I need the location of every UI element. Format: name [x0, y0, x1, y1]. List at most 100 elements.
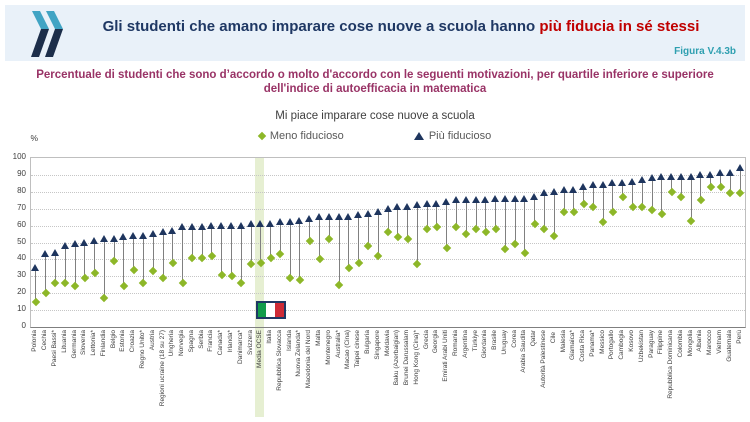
country-label-text: Ungheria [168, 330, 176, 357]
range-line [534, 196, 536, 224]
country-label: Uruguay [500, 330, 509, 360]
country-label: Media OCSE [255, 330, 264, 373]
meno-fiducioso-marker [51, 278, 60, 288]
country-label-text: Colombia [676, 330, 684, 358]
chart-legend: Meno fiducioso Più fiducioso [0, 130, 750, 142]
page-title-main: Gli studenti che amano imparare cose nuo… [102, 18, 536, 35]
piu-fiducioso-marker [119, 233, 128, 241]
country-label-text: Brunei Darussalam [403, 330, 411, 386]
range-line [74, 244, 76, 287]
range-line [182, 227, 184, 284]
country-label: Svizzera [246, 330, 255, 360]
country-label-text: Moldavia [383, 330, 391, 357]
country-label: Taipei cinese [353, 330, 362, 373]
piu-fiducioso-marker [735, 164, 744, 172]
country-label-text: Montenegro [324, 330, 332, 365]
piu-fiducioso-marker [686, 172, 695, 180]
country-label-text: Islanda [285, 330, 293, 351]
meno-fiducioso-marker [442, 243, 451, 252]
range-line [172, 230, 174, 263]
meno-fiducioso-marker [589, 202, 598, 212]
piu-fiducioso-marker [481, 196, 490, 204]
meno-fiducioso-marker [726, 189, 735, 198]
country-label: Albania [695, 330, 704, 357]
meno-fiducioso-marker [119, 282, 129, 291]
piu-fiducioso-marker [442, 197, 451, 205]
country-label-text: Svizzera [246, 330, 254, 355]
country-label-text: Serbia [197, 330, 205, 349]
piu-fiducioso-marker [569, 186, 578, 194]
y-tick-label: 40 [17, 253, 26, 263]
legend-label-piu: Più fiducioso [428, 130, 492, 142]
country-label: Estonia [118, 330, 127, 357]
country-label: Romania [451, 330, 460, 361]
range-line [260, 223, 262, 263]
range-line [592, 185, 594, 207]
meno-fiducioso-marker [647, 206, 657, 215]
gridline [31, 174, 745, 176]
piu-fiducioso-marker [31, 263, 40, 271]
flag-stripe [257, 303, 267, 317]
meno-fiducioso-marker [432, 223, 442, 232]
range-line [524, 198, 526, 253]
gridline [31, 293, 745, 295]
piu-fiducioso-marker [344, 213, 353, 221]
country-label-text: Danimarca* [236, 330, 244, 364]
navy-triangle-icon [413, 132, 424, 140]
range-line [240, 225, 242, 284]
country-label-text: Regno Unito* [138, 330, 146, 369]
country-label: Mongolia [686, 330, 695, 361]
country-label: Panama* [588, 330, 597, 362]
country-label: Singapore [373, 330, 382, 365]
country-label-text: Irlanda* [227, 330, 234, 353]
meno-fiducioso-marker [188, 253, 197, 262]
piu-fiducioso-marker [148, 230, 157, 238]
range-line [583, 186, 585, 204]
meno-fiducioso-marker [481, 228, 491, 237]
piu-fiducioso-marker [129, 231, 138, 239]
range-line [221, 225, 223, 275]
country-label-text: Cile [549, 331, 557, 343]
meno-fiducioso-marker [227, 272, 236, 281]
meno-fiducioso-marker [80, 273, 90, 283]
meno-fiducioso-marker [618, 192, 627, 202]
piu-fiducioso-marker [647, 174, 656, 182]
country-label-text: Qatar [530, 330, 538, 347]
meno-fiducioso-marker [530, 219, 539, 229]
country-label: Paraguay [647, 330, 656, 363]
country-label-text: Malesia [559, 330, 567, 353]
range-line [103, 239, 105, 299]
range-line [543, 193, 545, 229]
range-line [367, 213, 369, 246]
country-label-text: Cambogia [618, 330, 626, 360]
country-label: Qatar [529, 330, 538, 351]
meno-fiducioso-marker [452, 223, 461, 232]
range-line [152, 234, 154, 272]
piu-fiducioso-marker [266, 219, 275, 227]
country-label: Cile [549, 330, 558, 348]
country-label: Argentina [461, 330, 470, 363]
piu-fiducioso-marker [60, 241, 69, 249]
country-label-text: Austria [148, 330, 156, 351]
country-label: Polonia [30, 330, 39, 357]
range-line [133, 235, 135, 270]
range-line [729, 173, 731, 194]
piu-fiducioso-marker [637, 175, 646, 183]
country-label: Lettonia* [89, 330, 98, 361]
piu-fiducioso-marker [217, 221, 226, 229]
green-diamond-icon [257, 131, 267, 141]
y-tick-label: 60 [17, 219, 26, 229]
country-label: Macao (Cina) [343, 330, 352, 374]
range-line [94, 240, 96, 273]
meno-fiducioso-marker [158, 273, 168, 283]
country-label-text: Grecia [422, 330, 430, 350]
country-label-text: Uzbekistan [637, 330, 645, 363]
piu-fiducioso-marker [295, 216, 304, 224]
country-label: Lituania [60, 330, 69, 358]
country-label-text: Francia [207, 330, 215, 352]
piu-fiducioso-marker [285, 218, 294, 226]
country-label-text: Italia [266, 330, 274, 344]
country-label-text: Canada* [217, 330, 225, 356]
y-tick-label: 90 [17, 168, 26, 178]
y-axis-unit-label: % [30, 133, 38, 143]
